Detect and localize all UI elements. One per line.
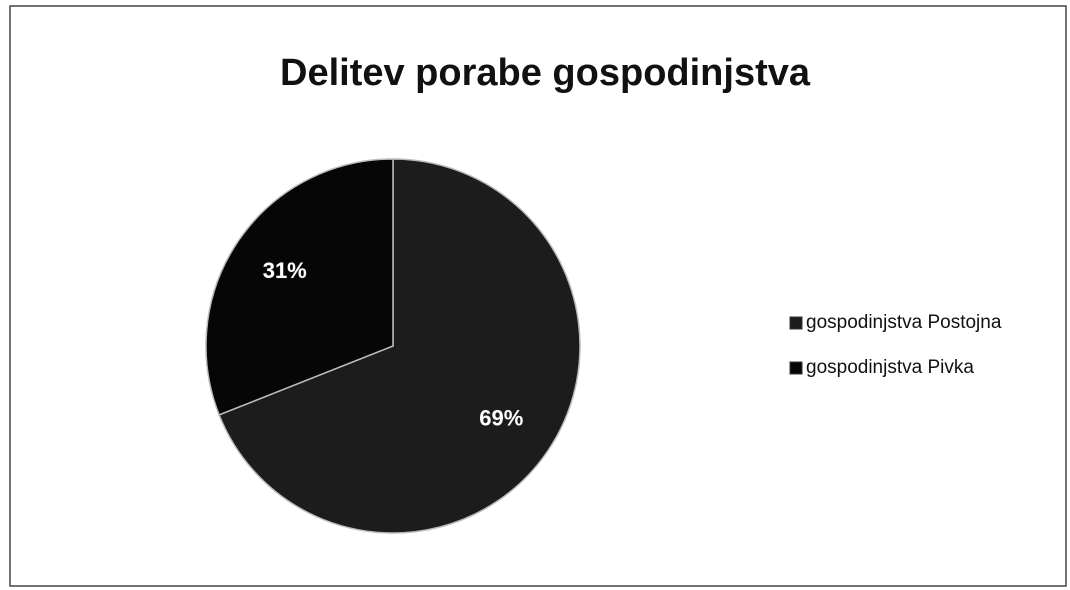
chart-title: Delitev porabe gospodinjstva: [280, 52, 811, 94]
pie-slice: [205, 158, 394, 416]
pie-slice: [218, 158, 581, 534]
legend-text: gospodinjstva Pivka: [806, 357, 974, 378]
data-label: 31%: [263, 258, 307, 283]
legend-swatch: [789, 316, 803, 330]
legend-text: gospodinjstva Postojna: [806, 312, 1002, 333]
legend-swatch: [789, 361, 803, 375]
data-label: 69%: [479, 405, 523, 430]
